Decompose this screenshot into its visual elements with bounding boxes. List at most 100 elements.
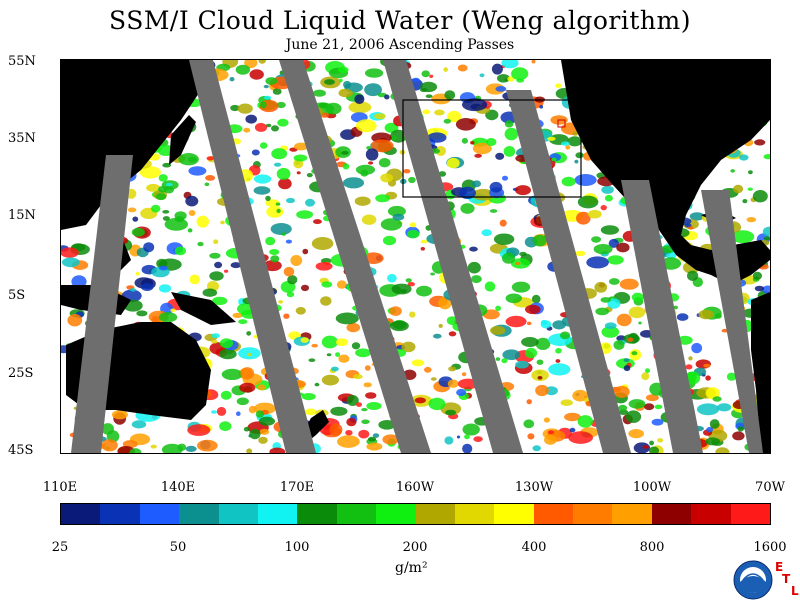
cloud-blob: [555, 83, 562, 88]
cloud-blob: [375, 194, 390, 203]
cloud-blob: [540, 320, 552, 329]
cloud-blob: [389, 320, 409, 332]
cloud-blob: [146, 183, 161, 192]
cloud-blob: [343, 80, 352, 89]
cloud-blob: [331, 366, 339, 372]
cloud-blob: [329, 423, 343, 436]
noaa-logo-icon: [733, 560, 773, 600]
cloud-blob: [673, 305, 678, 310]
cloud-blob: [642, 445, 649, 449]
cloud-blob: [576, 211, 591, 225]
cloud-blob: [705, 437, 720, 446]
cloud-blob: [283, 266, 295, 277]
cloud-blob: [429, 74, 434, 78]
cloud-blob: [355, 348, 372, 358]
cloud-blob: [366, 442, 383, 451]
cloud-blob: [235, 64, 251, 75]
cloud-blob: [290, 255, 303, 266]
cloud-blob: [752, 271, 763, 280]
cloud-blob: [460, 203, 475, 214]
cloud-blob: [495, 357, 501, 361]
cloud-blob: [502, 349, 521, 361]
cloud-blob: [276, 208, 281, 214]
cloud-blob: [456, 435, 461, 439]
cloud-blob: [535, 384, 549, 397]
lat-label-35n: 35N: [8, 131, 36, 146]
cloud-blob: [537, 376, 543, 380]
cloud-blob: [709, 419, 720, 429]
cloud-blob: [574, 159, 579, 164]
cloud-blob: [238, 319, 248, 325]
cloud-blob: [536, 359, 544, 365]
asia-land: [61, 60, 211, 230]
cloud-blob: [645, 394, 659, 402]
cloud-blob: [504, 127, 519, 141]
cloud-blob: [608, 278, 620, 285]
cloud-blob: [220, 390, 232, 400]
cloud-blob: [746, 217, 757, 223]
cloud-blob: [696, 403, 720, 416]
cloud-blob: [390, 135, 398, 141]
colorbar-tick-label: 1600: [753, 540, 787, 555]
cloud-blob: [136, 310, 148, 317]
cloud-blob: [742, 199, 748, 204]
cloud-blob: [456, 388, 467, 397]
cloud-blob: [703, 363, 711, 368]
cloud-blob: [308, 358, 316, 363]
south-america-land: [751, 292, 770, 453]
cloud-blob: [338, 88, 353, 98]
cloud-blob: [253, 186, 271, 195]
lat-label-25s: 25S: [8, 366, 34, 381]
colorbar-swatch: [257, 504, 298, 524]
cloud-blob: [311, 237, 334, 250]
cloud-blob: [501, 358, 508, 364]
cloud-blob: [354, 94, 365, 105]
cloud-blob: [604, 322, 617, 330]
cloud-blob: [733, 184, 744, 194]
cloud-blob: [526, 321, 532, 326]
cloud-blob: [158, 284, 172, 293]
cloud-blob: [358, 429, 370, 439]
cloud-blob: [623, 365, 631, 372]
cloud-blob: [380, 173, 394, 183]
cloud-blob: [270, 255, 280, 263]
cloud-blob: [448, 366, 457, 372]
cloud-blob: [378, 420, 396, 430]
cloud-blob: [243, 426, 250, 432]
cloud-blob: [420, 247, 425, 251]
cloud-blob: [457, 64, 468, 72]
cloud-blob: [321, 281, 333, 288]
cloud-blob: [732, 431, 745, 441]
cloud-blob: [345, 430, 353, 436]
colorbar: [60, 503, 771, 525]
cloud-blob: [547, 430, 554, 435]
cloud-blob: [568, 431, 593, 444]
cloud-blob: [209, 252, 221, 259]
cloud-blob: [258, 60, 267, 64]
cloud-blob: [715, 447, 730, 453]
cloud-blob: [569, 427, 576, 433]
cloud-blob: [159, 265, 168, 271]
cloud-blob: [657, 438, 664, 443]
cloud-blob: [314, 382, 320, 387]
cloud-blob: [560, 331, 571, 340]
cloud-blob: [462, 443, 473, 453]
cloud-blob: [361, 408, 368, 412]
cloud-blob: [265, 195, 271, 201]
cloud-blob: [600, 205, 607, 211]
cloud-blob: [577, 195, 599, 209]
cloud-blob: [166, 182, 173, 187]
cloud-blob: [560, 399, 573, 407]
cloud-blob: [158, 312, 178, 323]
units-label: g/m²: [395, 560, 428, 576]
cloud-blob: [363, 382, 372, 388]
cloud-blob: [564, 412, 581, 422]
cloud-blob: [384, 94, 390, 100]
cloud-blob: [174, 246, 186, 256]
cloud-blob: [691, 342, 703, 354]
cloud-blob: [430, 377, 437, 381]
cloud-blob: [335, 352, 341, 357]
cloud-blob: [555, 348, 562, 354]
cloud-blob: [266, 205, 284, 218]
cloud-blob: [504, 120, 514, 128]
